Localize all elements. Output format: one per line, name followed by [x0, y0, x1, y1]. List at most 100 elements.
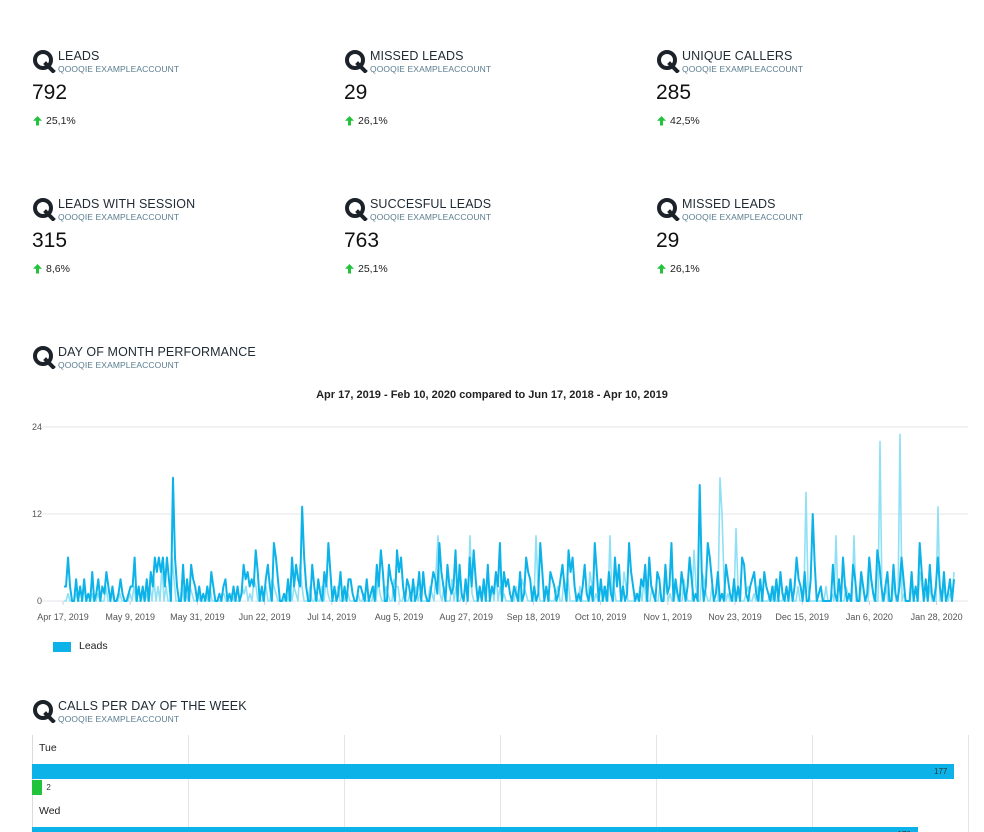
kpi-card-delta: 8,6%: [32, 263, 70, 275]
kpi-card-subtitle: QOOQIE EXAMPLEACCOUNT: [682, 64, 804, 74]
qooqie-logo-icon: [33, 700, 56, 723]
kpi-card-delta-value: 26,1%: [358, 115, 388, 127]
series-line-leads[interactable]: [64, 476, 955, 602]
kpi-card-delta: 25,1%: [32, 115, 76, 127]
kpi-card-value: 315: [32, 229, 68, 252]
kpi-card-title: LEADS: [58, 49, 100, 63]
kpi-card-delta: 26,1%: [344, 115, 388, 127]
arrow-up-icon: [657, 264, 666, 274]
kpi-card-delta: 42,5%: [656, 115, 700, 127]
section-subtitle: QOOQIE EXAMPLEACCOUNT: [58, 360, 180, 370]
kpi-card-title: LEADS WITH SESSION: [58, 197, 196, 211]
line-chart-title: Apr 17, 2019 - Feb 10, 2020 compared to …: [316, 389, 668, 401]
kpi-card[interactable]: LEADS WITH SESSION QOOQIE EXAMPLEACCOUNT 3…: [32, 195, 332, 305]
arrow-up-icon: [33, 264, 42, 274]
kpi-card-delta-value: 25,1%: [46, 115, 76, 127]
kpi-card[interactable]: SUCCESFUL LEADS QOOQIE EXAMPLEACCOUNT 763 2…: [344, 195, 644, 305]
x-tick-label: Jan 28, 2020: [911, 612, 963, 622]
qooqie-logo-icon: [345, 198, 368, 221]
x-tick-label: Sep 18, 2019: [507, 612, 561, 622]
qooqie-logo-icon: [33, 198, 56, 221]
kpi-card-value: 792: [32, 81, 68, 104]
kpi-card-subtitle: QOOQIE EXAMPLEACCOUNT: [370, 212, 492, 222]
kpi-card-subtitle: QOOQIE EXAMPLEACCOUNT: [682, 212, 804, 222]
x-tick-label: Jul 14, 2019: [307, 612, 356, 622]
day-label: Tue: [39, 742, 57, 754]
x-tick-label: Nov 1, 2019: [644, 612, 693, 622]
y-tick-label: 24: [32, 422, 42, 432]
kpi-card-subtitle: QOOQIE EXAMPLEACCOUNT: [370, 64, 492, 74]
x-tick-label: Oct 10, 2019: [575, 612, 627, 622]
x-tick-label: Apr 17, 2019: [37, 612, 89, 622]
kpi-card-delta: 25,1%: [344, 263, 388, 275]
bar-tue-series-1[interactable]: [32, 780, 43, 795]
section-title: CALLS PER DAY OF THE WEEK: [58, 699, 247, 713]
kpi-card-header: SUCCESFUL LEADS QOOQIE EXAMPLEACCOUNT: [344, 195, 644, 227]
qooqie-logo-icon: [345, 50, 368, 73]
bar-wed-series-0[interactable]: [32, 827, 918, 832]
legend-swatch-leads: [53, 642, 71, 652]
x-gridline: [344, 735, 345, 832]
kpi-card-title: SUCCESFUL LEADS: [370, 197, 492, 211]
x-tick-label: Nov 23, 2019: [708, 612, 762, 622]
kpi-card-subtitle: QOOQIE EXAMPLEACCOUNT: [58, 212, 180, 222]
y-tick-label: 0: [37, 596, 42, 606]
x-gridline: [500, 735, 501, 832]
x-tick-label: Jun 22, 2019: [239, 612, 291, 622]
x-gridline: [188, 735, 189, 832]
kpi-card-title: MISSED LEADS: [370, 49, 464, 63]
kpi-card-header: MISSED LEADS QOOQIE EXAMPLEACCOUNT: [344, 47, 644, 79]
kpi-card-value: 285: [656, 81, 692, 104]
kpi-card-title: UNIQUE CALLERS: [682, 49, 793, 63]
kpi-card-value: 763: [344, 229, 380, 252]
kpi-card-header: LEADS QOOQIE EXAMPLEACCOUNT: [32, 47, 332, 79]
legend-label-leads: Leads: [79, 640, 108, 652]
x-tick-label: Dec 15, 2019: [775, 612, 829, 622]
calls-per-day-bar-chart[interactable]: Tue 177 2 Wed 170: [32, 735, 972, 832]
calls-per-day-header: CALLS PER DAY OF THE WEEK QOOQIE EXAMPLE…: [32, 697, 432, 729]
kpi-card-delta-value: 26,1%: [670, 263, 700, 275]
kpi-card-delta-value: 8,6%: [46, 263, 70, 275]
kpi-card-header: LEADS WITH SESSION QOOQIE EXAMPLEACCOUNT: [32, 195, 332, 227]
kpi-card[interactable]: LEADS QOOQIE EXAMPLEACCOUNT 792 25,1%: [32, 47, 332, 157]
x-gridline: [656, 735, 657, 832]
bar-value-label: 177: [934, 767, 948, 776]
x-gridline: [968, 735, 969, 832]
kpi-card-title: MISSED LEADS: [682, 197, 776, 211]
x-tick-label: Aug 27, 2019: [439, 612, 493, 622]
series-line-comparison[interactable]: [64, 433, 955, 602]
section-title: DAY OF MONTH PERFORMANCE: [58, 345, 256, 359]
section-subtitle: QOOQIE EXAMPLEACCOUNT: [58, 714, 180, 724]
arrow-up-icon: [657, 116, 666, 126]
kpi-card-value: 29: [656, 229, 680, 252]
qooqie-logo-icon: [33, 346, 56, 369]
x-gridline: [812, 735, 813, 832]
bar-value-label: 170: [898, 830, 911, 832]
qooqie-logo-icon: [33, 50, 56, 73]
x-tick-label: Aug 5, 2019: [375, 612, 424, 622]
kpi-card-delta: 26,1%: [656, 263, 700, 275]
kpi-card-value: 29: [344, 81, 368, 104]
kpi-card-delta-value: 25,1%: [358, 263, 388, 275]
day-of-month-line-chart[interactable]: 0 12 24 Apr 17, 2019 May 9, 2019 May 31, 2019…: [0, 410, 984, 636]
x-tick-label: May 31, 2019: [170, 612, 225, 622]
kpi-card[interactable]: MISSED LEADS QOOQIE EXAMPLEACCOUNT 29 26,1%: [656, 195, 956, 305]
bar-value-label: 2: [46, 783, 51, 792]
day-of-month-header: DAY OF MONTH PERFORMANCE QOOQIE EXAMPLEA…: [32, 343, 432, 375]
x-tick-label: May 9, 2019: [105, 612, 155, 622]
qooqie-logo-icon: [657, 50, 680, 73]
bar-tue-series-0[interactable]: [32, 764, 954, 779]
arrow-up-icon: [33, 116, 42, 126]
arrow-up-icon: [345, 264, 354, 274]
day-label: Wed: [39, 805, 61, 817]
kpi-card-header: MISSED LEADS QOOQIE EXAMPLEACCOUNT: [656, 195, 956, 227]
kpi-card[interactable]: MISSED LEADS QOOQIE EXAMPLEACCOUNT 29 26,1%: [344, 47, 644, 157]
kpi-card[interactable]: UNIQUE CALLERS QOOQIE EXAMPLEACCOUNT 285 42…: [656, 47, 956, 157]
y-tick-label: 12: [32, 509, 42, 519]
kpi-card-subtitle: QOOQIE EXAMPLEACCOUNT: [58, 64, 180, 74]
x-tick-label: Jan 6, 2020: [846, 612, 893, 622]
qooqie-logo-icon: [657, 198, 680, 221]
kpi-card-delta-value: 42,5%: [670, 115, 700, 127]
arrow-up-icon: [345, 116, 354, 126]
kpi-card-header: UNIQUE CALLERS QOOQIE EXAMPLEACCOUNT: [656, 47, 956, 79]
